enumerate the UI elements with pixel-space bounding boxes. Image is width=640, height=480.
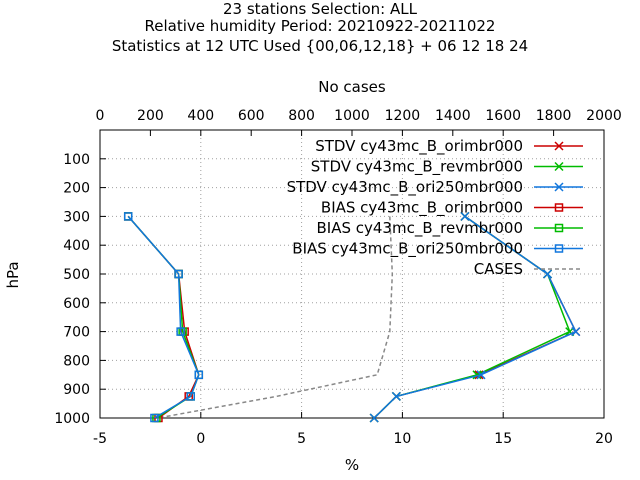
x-tick-label: 0 xyxy=(196,431,205,447)
marker-stroke xyxy=(554,182,564,192)
x2-tick-label: 1400 xyxy=(435,108,471,124)
x2-tick-label: 1000 xyxy=(334,108,370,124)
legend-marker xyxy=(554,244,564,253)
x2-tick-label: 200 xyxy=(137,108,164,124)
y-tick-label: 900 xyxy=(63,382,90,398)
marker-stroke xyxy=(460,211,470,221)
legend-label: BIAS cy43mc_B_orimbr000 xyxy=(321,199,523,218)
marker-stroke xyxy=(369,413,379,423)
y-tick-label: 600 xyxy=(63,296,90,312)
data-point xyxy=(472,370,482,380)
marker-stroke xyxy=(543,269,553,279)
legend-label: CASES xyxy=(474,260,523,278)
legend-entry: BIAS cy43mc_B_revmbr000 xyxy=(317,219,583,238)
bottom-axis-label: % xyxy=(345,456,359,474)
legend-entry: STDV cy43mc_B_ori250mbr000 xyxy=(287,178,583,197)
x-tick-label: 5 xyxy=(297,431,306,447)
legend-entry: CASES xyxy=(474,260,583,278)
axes xyxy=(99,129,605,419)
data-point xyxy=(460,211,470,221)
legend-marker xyxy=(554,161,564,172)
top-axis-label: No cases xyxy=(318,78,386,96)
data-point xyxy=(174,269,183,279)
title-line-3: Statistics at 12 UTC Used {00,06,12,18} … xyxy=(112,37,528,55)
data-point xyxy=(176,327,185,336)
title-line-1: 23 stations Selection: ALL xyxy=(223,0,418,18)
title-line-2: Relative humidity Period: 20210922-20211… xyxy=(145,17,496,35)
series-line xyxy=(127,215,200,419)
legend-label: BIAS cy43mc_B_revmbr000 xyxy=(317,219,524,238)
legend-label: STDV cy43mc_B_ori250mbr000 xyxy=(287,178,523,197)
x-tick-label: 15 xyxy=(494,431,512,447)
x2-tick-label: 600 xyxy=(238,108,265,124)
legend-entry: BIAS cy43mc_B_orimbr000 xyxy=(321,199,583,218)
legend-label: STDV cy43mc_B_revmbr000 xyxy=(311,158,523,177)
marker-stroke xyxy=(554,161,564,172)
legend-label: BIAS cy43mc_B_ori250mbr000 xyxy=(292,240,523,259)
data-series xyxy=(123,211,581,423)
y-tick-label: 500 xyxy=(63,267,90,283)
cases-line xyxy=(157,216,394,419)
legend-entry: BIAS cy43mc_B_ori250mbr000 xyxy=(292,240,583,259)
data-point xyxy=(571,327,581,337)
x2-tick-label: 800 xyxy=(288,108,315,124)
y-tick-label: 200 xyxy=(63,181,90,197)
legend-entry: STDV cy43mc_B_revmbr000 xyxy=(311,158,583,177)
data-point xyxy=(543,269,553,279)
series-line xyxy=(127,215,200,419)
series-3 xyxy=(123,212,204,423)
x2-tick-label: 1200 xyxy=(385,108,421,124)
legend-marker xyxy=(554,223,564,233)
y-axis-label: hPa xyxy=(4,261,22,288)
y-tick-label: 400 xyxy=(63,238,90,254)
marker-stroke xyxy=(554,141,564,151)
data-point xyxy=(123,212,133,221)
series-5 xyxy=(123,212,204,423)
data-point xyxy=(186,392,195,401)
marker-stroke xyxy=(391,391,401,401)
marker-stroke xyxy=(476,370,486,380)
data-point xyxy=(369,413,379,423)
legend-label: STDV cy43mc_B_orimbr000 xyxy=(315,137,523,156)
y-tick-label: 700 xyxy=(63,325,90,341)
legend-marker xyxy=(554,141,564,151)
data-point xyxy=(391,391,401,401)
x2-tick-label: 1800 xyxy=(536,108,572,124)
x2-tick-label: 1600 xyxy=(485,108,521,124)
x2-tick-label: 2000 xyxy=(586,108,622,124)
tick-labels: -5 0 5 10 15 200 200 400 600 800 1000 1200 1400 1600 1… xyxy=(54,108,621,447)
x-tick-label: 20 xyxy=(595,431,613,447)
series-2 xyxy=(369,211,581,423)
series-line xyxy=(127,215,200,419)
x-tick-label: -5 xyxy=(93,431,107,447)
legend-marker xyxy=(554,182,564,192)
x2-tick-label: 0 xyxy=(96,108,105,124)
y-tick-label: 800 xyxy=(63,353,90,369)
data-point xyxy=(476,370,486,380)
y-tick-label: 100 xyxy=(63,152,90,168)
x-tick-label: 10 xyxy=(393,431,411,447)
y-tick-label: 1000 xyxy=(54,411,90,427)
legend: STDV cy43mc_B_orimbr000 STDV cy43mc_B_rev… xyxy=(287,137,583,278)
data-point xyxy=(194,370,204,380)
x2-tick-label: 400 xyxy=(187,108,214,124)
marker-stroke xyxy=(571,327,581,337)
y-tick-label: 300 xyxy=(63,209,90,225)
data-point xyxy=(150,413,159,423)
chart-title: 23 stations Selection: ALL Relative humi… xyxy=(112,0,528,55)
marker-stroke xyxy=(472,370,482,380)
series-4 xyxy=(123,212,204,423)
legend-marker xyxy=(554,203,564,212)
legend-entry: STDV cy43mc_B_orimbr000 xyxy=(315,137,583,156)
